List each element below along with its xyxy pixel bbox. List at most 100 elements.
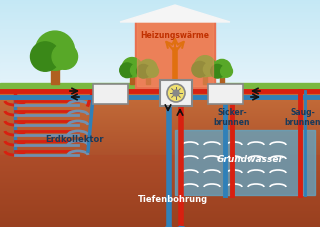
Circle shape bbox=[137, 64, 150, 78]
Bar bbox=[0, 103, 320, 104]
Bar bbox=[0, 153, 320, 154]
Bar bbox=[0, 204, 320, 205]
Bar bbox=[0, 144, 320, 145]
Bar bbox=[0, 109, 320, 110]
Bar bbox=[0, 205, 320, 206]
Bar bbox=[0, 63, 320, 64]
Bar bbox=[0, 80, 320, 81]
Bar bbox=[0, 96, 320, 97]
Bar bbox=[0, 210, 320, 211]
Bar bbox=[0, 65, 320, 66]
Bar bbox=[0, 72, 320, 73]
Bar bbox=[0, 224, 320, 225]
FancyBboxPatch shape bbox=[93, 84, 128, 104]
Bar bbox=[0, 0, 320, 1]
Bar bbox=[0, 116, 320, 117]
Bar bbox=[0, 101, 320, 102]
Bar bbox=[0, 20, 320, 21]
Bar bbox=[0, 165, 320, 166]
Bar bbox=[0, 18, 320, 19]
Bar bbox=[0, 33, 320, 34]
Bar bbox=[0, 16, 320, 17]
Circle shape bbox=[147, 65, 158, 77]
Circle shape bbox=[122, 57, 142, 77]
Bar bbox=[0, 32, 320, 33]
Bar bbox=[0, 125, 320, 126]
Bar bbox=[0, 200, 320, 201]
Bar bbox=[0, 179, 320, 180]
Bar bbox=[0, 1, 320, 2]
Bar bbox=[0, 46, 320, 47]
Bar bbox=[0, 197, 320, 198]
Bar bbox=[0, 122, 320, 123]
Bar bbox=[175, 130, 315, 195]
Bar bbox=[0, 147, 320, 148]
Bar bbox=[0, 225, 320, 226]
Bar bbox=[0, 193, 320, 194]
Bar bbox=[0, 44, 320, 45]
Bar bbox=[0, 133, 320, 134]
Bar bbox=[0, 97, 320, 98]
Bar bbox=[0, 56, 320, 57]
Bar bbox=[0, 73, 320, 74]
Bar bbox=[0, 82, 320, 83]
Bar bbox=[0, 84, 320, 85]
Bar bbox=[0, 155, 320, 156]
Bar bbox=[0, 53, 320, 54]
Bar bbox=[0, 83, 320, 92]
Bar bbox=[0, 90, 320, 91]
Circle shape bbox=[211, 64, 224, 78]
Bar bbox=[0, 175, 320, 176]
Bar bbox=[0, 124, 320, 125]
Circle shape bbox=[204, 62, 217, 76]
Bar bbox=[0, 78, 320, 79]
Bar bbox=[0, 48, 320, 49]
Bar bbox=[0, 198, 320, 199]
Bar bbox=[0, 75, 320, 76]
Bar bbox=[0, 123, 320, 124]
Bar bbox=[0, 172, 320, 173]
Bar bbox=[0, 184, 320, 185]
Circle shape bbox=[30, 42, 60, 71]
FancyBboxPatch shape bbox=[208, 84, 243, 104]
Circle shape bbox=[36, 31, 75, 70]
Bar bbox=[0, 81, 320, 82]
Bar bbox=[0, 74, 320, 75]
Bar bbox=[0, 118, 320, 119]
Bar bbox=[0, 64, 320, 65]
Bar bbox=[0, 173, 320, 174]
Text: Tiefenbohrung: Tiefenbohrung bbox=[138, 195, 208, 205]
Bar bbox=[0, 194, 320, 195]
Bar bbox=[0, 4, 320, 5]
Bar bbox=[0, 98, 320, 99]
Bar bbox=[0, 102, 320, 103]
Bar bbox=[0, 214, 320, 215]
Bar bbox=[0, 209, 320, 210]
Bar bbox=[0, 188, 320, 189]
Bar bbox=[0, 22, 320, 23]
Bar bbox=[0, 88, 320, 89]
Circle shape bbox=[173, 90, 179, 96]
Bar bbox=[0, 19, 320, 20]
Bar bbox=[0, 181, 320, 182]
Bar bbox=[0, 114, 320, 115]
Bar bbox=[0, 47, 320, 48]
Bar bbox=[0, 43, 320, 44]
Bar bbox=[0, 58, 320, 59]
Bar bbox=[0, 27, 320, 28]
Bar bbox=[0, 8, 320, 9]
Bar bbox=[0, 38, 320, 39]
Bar bbox=[0, 70, 320, 71]
Bar bbox=[0, 219, 320, 220]
Text: Heizungswärme: Heizungswärme bbox=[140, 30, 210, 39]
Bar bbox=[0, 86, 320, 87]
Bar bbox=[0, 178, 320, 179]
Bar bbox=[0, 215, 320, 216]
Bar bbox=[0, 45, 320, 46]
Bar bbox=[0, 30, 320, 31]
Bar bbox=[0, 132, 320, 133]
Bar bbox=[0, 157, 320, 158]
Bar bbox=[0, 130, 320, 131]
Bar bbox=[0, 21, 320, 22]
Bar bbox=[0, 37, 320, 38]
